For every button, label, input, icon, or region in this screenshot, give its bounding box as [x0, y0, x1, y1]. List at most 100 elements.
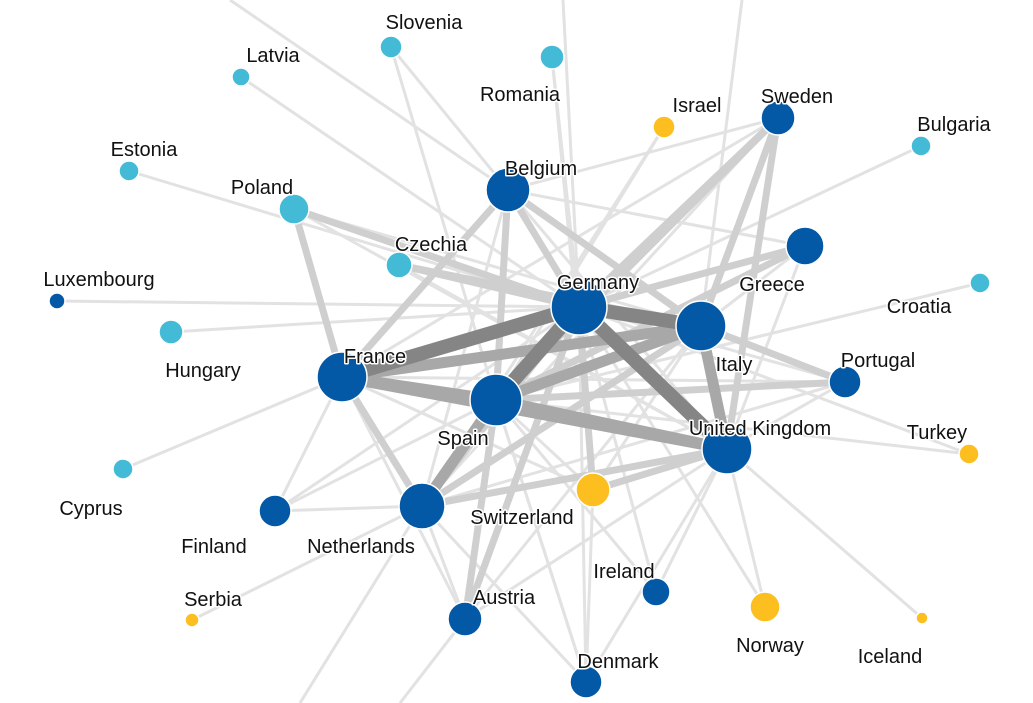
node-greece[interactable] — [785, 226, 825, 266]
node-uk[interactable] — [701, 423, 753, 475]
edge-denmark-uk — [584, 448, 729, 683]
node-finland[interactable] — [258, 494, 292, 528]
edge-germany-uk — [574, 301, 732, 455]
node-label-cyprus: Cyprus — [59, 498, 122, 520]
node-label-turkey: Turkey — [907, 422, 967, 444]
edge-belgium-italy — [505, 187, 704, 329]
node-label-switzerland: Switzerland — [470, 507, 573, 529]
edge-denmark-switzerland — [584, 489, 595, 683]
node-label-hungary: Hungary — [165, 360, 241, 382]
edge-austria-spain — [461, 399, 500, 620]
node-denmark[interactable] — [569, 665, 603, 699]
edge-finland-spain — [274, 398, 497, 513]
edge-ireland-uk — [654, 448, 729, 593]
node-label-estonia: Estonia — [111, 139, 179, 161]
edge-norway-uk — [725, 448, 767, 608]
node-switzerland[interactable] — [575, 472, 611, 508]
node-label-france: France — [344, 346, 406, 368]
node-label-greece: Greece — [739, 274, 805, 296]
node-poland[interactable] — [278, 193, 310, 225]
edge-iceland-uk — [726, 447, 923, 620]
node-label-denmark: Denmark — [577, 651, 659, 673]
node-label-austria: Austria — [473, 587, 536, 609]
node-germany[interactable] — [550, 278, 608, 336]
node-romania[interactable] — [539, 44, 565, 70]
edge-france-italy — [341, 320, 702, 383]
edge-offscreen — [298, 505, 424, 703]
node-label-belgium: Belgium — [505, 158, 577, 180]
node-bulgaria[interactable] — [910, 135, 932, 157]
edge-finland-netherlands — [274, 504, 423, 513]
node-label-serbia: Serbia — [184, 589, 243, 611]
edge-austria-germany — [461, 305, 583, 621]
node-label-spain: Spain — [437, 428, 488, 450]
edge-portugal-france — [341, 375, 846, 384]
node-label-luxembourg: Luxembourg — [43, 269, 154, 291]
node-luxembourg[interactable] — [48, 292, 66, 310]
edge-spain-italy — [494, 320, 703, 406]
node-label-portugal: Portugal — [841, 350, 916, 372]
node-latvia[interactable] — [231, 67, 251, 87]
node-slovenia[interactable] — [379, 35, 403, 59]
node-norway[interactable] — [749, 591, 781, 623]
node-cyprus[interactable] — [112, 458, 134, 480]
node-label-italy: Italy — [716, 354, 753, 376]
node-sweden[interactable] — [760, 100, 796, 136]
node-iceland[interactable] — [915, 611, 929, 625]
node-croatia[interactable] — [969, 272, 991, 294]
edge-slovenia-belgium — [389, 46, 510, 191]
node-belgium[interactable] — [485, 167, 531, 213]
node-label-czechia: Czechia — [395, 234, 468, 256]
edge-greece-germany — [578, 242, 806, 311]
node-spain[interactable] — [469, 373, 523, 427]
node-serbia[interactable] — [184, 612, 200, 628]
edge-poland-france — [290, 208, 346, 378]
node-czechia[interactable] — [385, 251, 413, 279]
node-label-latvia: Latvia — [246, 45, 300, 67]
node-netherlands[interactable] — [398, 482, 446, 530]
edge-belgium-spain — [492, 189, 512, 401]
edge-cyprus-france — [122, 375, 343, 471]
edge-belgium-sweden — [507, 116, 779, 192]
node-label-iceland: Iceland — [858, 646, 923, 668]
edge-netherlands-uk — [421, 445, 728, 510]
node-label-germany: Germany — [557, 272, 639, 294]
node-israel[interactable] — [652, 115, 676, 139]
node-turkey[interactable] — [958, 443, 980, 465]
node-label-israel: Israel — [673, 95, 722, 117]
edge-sweden-france — [341, 116, 779, 379]
edge-poland-italy — [293, 207, 702, 328]
node-france[interactable] — [316, 351, 368, 403]
node-label-finland: Finland — [181, 536, 247, 558]
node-label-bulgaria: Bulgaria — [917, 114, 991, 136]
edge-sweden-uk — [723, 117, 782, 450]
edge-switzerland-italy — [591, 325, 703, 491]
edge-hungary-germany — [170, 305, 580, 334]
node-austria[interactable] — [447, 601, 483, 637]
edge-netherlands-portugal — [421, 380, 846, 508]
node-italy[interactable] — [675, 300, 727, 352]
edge-germany-france — [340, 300, 581, 384]
edge-france-uk — [340, 371, 729, 455]
node-label-netherlands: Netherlands — [307, 536, 415, 558]
node-label-ireland: Ireland — [593, 561, 654, 583]
node-estonia[interactable] — [118, 160, 140, 182]
edge-belgium-netherlands — [420, 189, 510, 507]
node-hungary[interactable] — [158, 319, 184, 345]
node-label-slovenia: Slovenia — [386, 12, 464, 34]
edge-belgium-greece — [507, 188, 806, 248]
edge-ireland-spain — [494, 399, 658, 593]
node-label-croatia: Croatia — [887, 296, 952, 318]
node-label-romania: Romania — [480, 84, 561, 106]
edge-greece-uk — [725, 245, 807, 450]
edge-serbia-netherlands — [191, 504, 423, 622]
node-ireland[interactable] — [641, 577, 671, 607]
edge-finland-germany — [274, 305, 580, 513]
edge-portugal-italy — [699, 322, 847, 386]
node-label-uk: United Kingdom — [689, 418, 831, 440]
edge-belgium-france — [339, 187, 511, 380]
node-label-poland: Poland — [231, 177, 293, 199]
node-portugal[interactable] — [828, 365, 862, 399]
